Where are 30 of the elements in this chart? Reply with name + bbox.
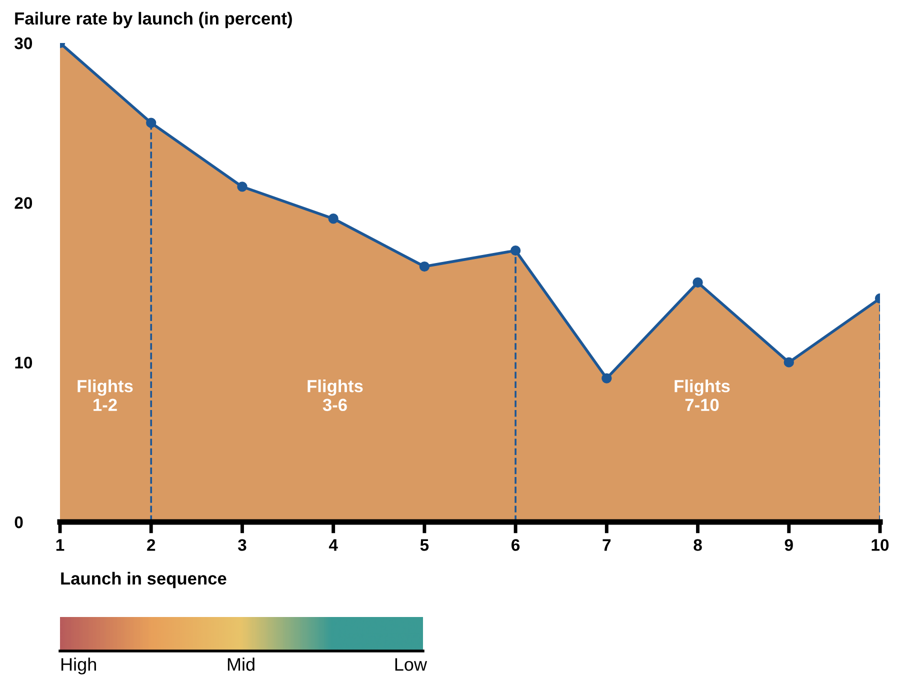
x-tick-label: 10 — [872, 539, 889, 551]
annotation: Flights 3-6 — [308, 380, 363, 412]
annotation: Flights 7-10 — [674, 380, 730, 412]
x-tick-label: 4 — [328, 539, 338, 551]
point — [510, 245, 521, 256]
point — [237, 182, 248, 192]
text: Low — [395, 658, 428, 671]
y-tick-label: 10 — [15, 356, 32, 369]
x-tick-label: 1 — [56, 539, 64, 551]
chart-title: Failure rate by launch (in percent) — [15, 12, 292, 28]
y-tick-label: 20 — [14, 197, 32, 209]
text: High — [61, 658, 96, 674]
annotation: Flights 1-2 — [78, 380, 133, 411]
x-tick-label: 2 — [147, 539, 156, 551]
x-tick-label: 5 — [420, 539, 429, 551]
point — [784, 357, 794, 368]
x-tick-label: 7 — [602, 539, 611, 551]
text: Mid — [228, 658, 254, 671]
x-tick-label: 3 — [238, 539, 246, 551]
y-tick-label: 0 — [14, 516, 23, 528]
x-tick-label: 9 — [784, 539, 793, 551]
x-tick-label: 8 — [694, 539, 702, 551]
x-tick-label: 6 — [512, 539, 520, 551]
x-axis-title: Launch in sequence — [61, 572, 226, 588]
point — [602, 373, 612, 384]
point — [146, 118, 156, 128]
point — [692, 277, 703, 288]
point — [419, 261, 430, 272]
point — [328, 214, 338, 224]
y-tick-label: 30 — [14, 37, 32, 50]
